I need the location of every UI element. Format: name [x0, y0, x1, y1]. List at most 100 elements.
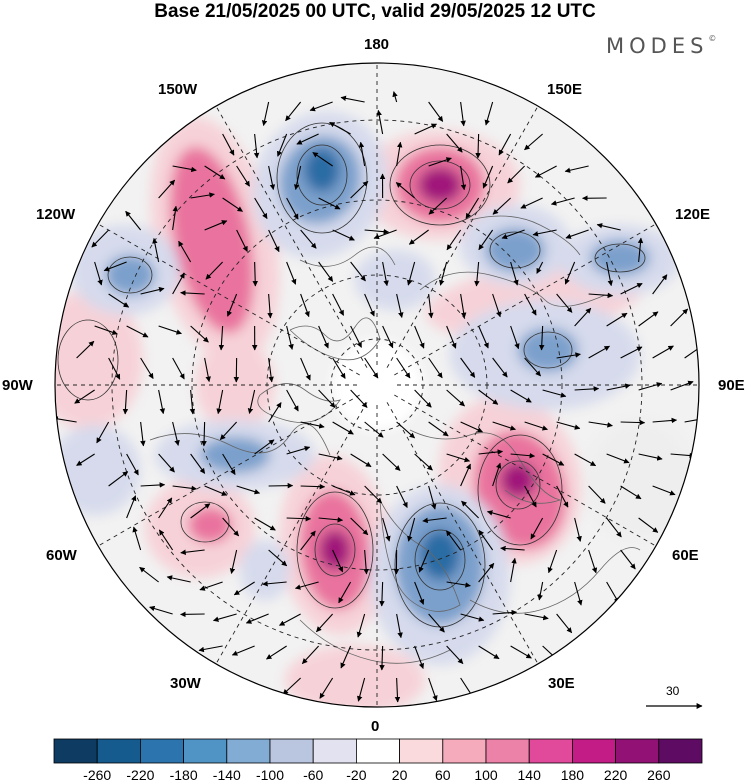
- wind-vector: [550, 197, 575, 206]
- colorbar-swatch: [658, 738, 703, 764]
- wind-vector: [126, 495, 137, 519]
- brand-name: MODES: [606, 34, 709, 58]
- wind-vector: [190, 325, 209, 343]
- colorbar-tick-label: 220: [603, 767, 628, 783]
- wind-vector: [332, 421, 354, 435]
- wind-vector: [222, 453, 236, 475]
- coastline: [409, 429, 562, 504]
- wind-vector: [158, 389, 166, 415]
- wind-vector: [396, 293, 404, 318]
- wind-vector: [478, 529, 494, 551]
- wind-vector: [222, 197, 243, 212]
- colorbar-tick-label: -220: [126, 767, 155, 783]
- lon-label-180: 180: [364, 36, 390, 53]
- colorbar-swatch: [399, 738, 444, 764]
- wind-vector: [140, 482, 166, 488]
- wind-vector: [340, 645, 352, 669]
- wind-vector: [446, 453, 471, 463]
- wind-vector: [574, 581, 583, 606]
- wind-vector: [556, 352, 581, 359]
- wind-vector: [422, 517, 447, 524]
- wind-vector: [445, 530, 462, 551]
- wind-vector: [254, 439, 275, 455]
- coastline: [419, 271, 606, 307]
- wind-vector: [492, 462, 502, 487]
- wind-vector: [510, 261, 519, 286]
- wind-vector: [396, 357, 411, 379]
- wind-vector: [620, 282, 643, 295]
- wind-vector: [460, 357, 476, 378]
- wind-vector: [350, 517, 369, 536]
- wind-vector: [252, 261, 258, 287]
- wind-vector: [204, 165, 226, 180]
- wind-vector: [596, 223, 621, 231]
- wind-vector: [180, 549, 205, 555]
- wind-vector: [478, 645, 500, 660]
- lon-label-150e: 150E: [547, 81, 583, 98]
- wind-vector: [357, 677, 366, 702]
- contour-line: [495, 460, 541, 510]
- wind-vector: [565, 229, 589, 239]
- wind-vector: [76, 340, 95, 359]
- colorbar-swatch: [485, 738, 530, 764]
- wind-vector: [460, 463, 471, 487]
- wind-vector: [532, 229, 557, 237]
- wind-vector: [350, 261, 366, 282]
- colorbar-swatch: [226, 738, 271, 764]
- wind-vector: [652, 345, 674, 359]
- contour-line: [594, 243, 646, 273]
- wind-vector: [332, 549, 344, 573]
- wind-vector: [556, 421, 581, 430]
- wind-vector: [267, 293, 273, 319]
- wind-vector: [189, 389, 196, 415]
- coastline: [299, 619, 451, 664]
- wind-vector: [213, 613, 237, 622]
- wind-vector: [501, 229, 525, 240]
- wind-vector: [510, 389, 532, 403]
- colorbar-swatch: [96, 738, 141, 764]
- colorbar-swatch: [269, 738, 314, 764]
- wind-vector: [222, 133, 235, 156]
- wind-vector: [460, 101, 466, 127]
- lon-label-30w: 30W: [170, 675, 201, 692]
- wind-vector: [172, 165, 197, 173]
- contour-line: [314, 523, 356, 577]
- wind-vector: [524, 293, 537, 316]
- wind-vector: [340, 95, 365, 103]
- wind-vector: [350, 325, 362, 348]
- anomaly-blob: [240, 540, 290, 600]
- wind-vector: [684, 417, 699, 423]
- wind-vector: [94, 261, 103, 286]
- colorbar-tick-label: -140: [212, 767, 241, 783]
- lon-label-120e: 120E: [675, 206, 711, 223]
- wind-vector: [382, 453, 401, 471]
- wind-vector: [262, 581, 287, 587]
- wind-vector: [190, 453, 206, 474]
- colorbar-swatch: [572, 738, 617, 764]
- wind-vector: [318, 261, 334, 282]
- wind-vector: [204, 220, 228, 231]
- wind-vector: [332, 229, 355, 241]
- coastlines: [149, 215, 641, 664]
- wind-vector: [542, 389, 567, 398]
- wind-vector: [350, 389, 368, 408]
- contour-line: [523, 331, 573, 369]
- wind-vector: [396, 485, 408, 509]
- wind-vector: [474, 261, 480, 287]
- wind-vector: [268, 402, 282, 423]
- colorbar-swatch: [355, 738, 400, 764]
- wind-vector: [414, 453, 433, 471]
- contour-line: [276, 122, 368, 234]
- wind-vector: [606, 261, 614, 287]
- anomaly-blob: [304, 148, 340, 192]
- wind-vector: [492, 609, 518, 616]
- wind-vector: [126, 325, 149, 338]
- wind-vector: [204, 357, 211, 383]
- wind-scale-label: 30: [666, 684, 680, 698]
- anomaly-blob: [518, 328, 578, 372]
- wind-vector: [418, 549, 430, 573]
- wind-vector: [103, 261, 127, 272]
- colorbar-swatch: [312, 738, 357, 764]
- wind-vector: [684, 343, 699, 359]
- wind-vector: [226, 293, 238, 317]
